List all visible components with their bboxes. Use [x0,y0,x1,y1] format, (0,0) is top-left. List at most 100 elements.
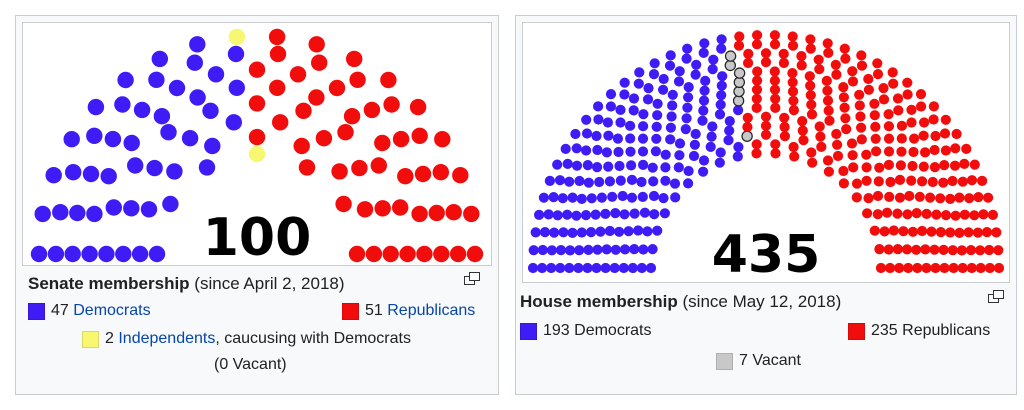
seat-republicans [855,111,866,122]
seat-democrats [697,115,708,126]
seat-republicans [863,73,874,85]
seat-republicans [987,209,998,220]
seat-republicans [885,262,896,274]
enlarge-icon[interactable] [988,290,1004,303]
seat-democrats [716,90,727,101]
seat-democrats [683,92,694,103]
seat-democrats [186,54,203,71]
seat-republicans [770,148,781,159]
seat-republicans [883,244,894,255]
seat-democrats [189,36,206,53]
seat-republicans [847,66,858,77]
seat-democrats [638,121,649,132]
seat-republicans [751,139,762,150]
seat-republicans [993,245,1004,256]
seat-democrats [592,244,603,255]
seat-republicans [893,105,904,116]
seat-republicans [308,89,325,106]
seat-republicans [770,102,781,113]
seat-democrats [530,227,541,238]
seat-democrats [714,157,725,168]
seat-democrats [546,245,557,256]
seat-republicans [959,158,970,169]
seat-democrats [673,76,685,87]
seat-democrats [673,162,684,173]
seat-democrats [554,175,566,186]
enlarge-icon[interactable] [464,272,480,285]
seat-democrats [615,117,626,128]
seat-republicans [956,245,967,256]
seat-democrats [648,190,660,202]
seat-republicans [907,226,918,237]
seat-democrats [732,151,743,162]
seat-republicans [742,121,753,133]
seat-republicans [921,262,932,274]
republican-swatch [848,322,865,340]
seat-republicans [806,147,817,158]
seat-republicans [872,58,883,69]
seat-republicans [797,116,808,127]
seat-republicans [752,75,763,86]
seat-democrats [546,262,557,274]
seat-republicans [428,204,445,222]
seat-democrats [651,121,662,132]
seat-republicans [769,84,781,95]
seat-republicans [760,129,772,140]
senate-caption: Senate membership (since April 2, 2018) [28,274,345,294]
seat-republicans [907,160,918,172]
seat-democrats [549,227,560,238]
independents-link[interactable]: Independents [118,330,216,347]
seat-republicans [392,130,410,148]
seat-republicans [787,31,798,42]
seat-republicans [838,165,849,177]
seat-democrats [82,165,100,183]
seat-republicans [416,245,433,263]
seat-democrats [619,77,630,88]
seat-democrats [609,262,620,274]
seat-democrats [601,244,612,255]
seat-republicans [930,262,941,274]
seat-democrats [123,200,140,217]
seat-republicans [959,209,970,220]
seat-republicans [872,69,884,80]
seat-republicans [770,93,781,104]
seat-democrats [528,245,539,256]
seat-republicans [331,163,348,180]
seat-democrats [65,164,82,181]
seat-democrats [716,43,727,54]
seat-democrats [649,209,660,220]
democrats-link[interactable]: Democrats [73,302,151,319]
seat-democrats [634,67,645,78]
seat-republicans [806,109,818,120]
seat-republicans [840,113,851,124]
seat-democrats [648,69,660,80]
seat-democrats [603,161,614,172]
legend-dem-count: 47 [51,302,69,319]
seat-republicans [769,39,781,50]
seat-republicans [918,130,929,141]
seat-republicans [449,245,467,263]
seat-democrats [574,245,585,256]
republicans-link[interactable]: Republicans [387,302,476,319]
seat-democrats [617,190,628,202]
seat-republicans [856,50,867,61]
seat-democrats [614,160,625,172]
seat-democrats [652,110,663,121]
seat-democrats [642,226,653,237]
seat-republicans [917,176,928,187]
seat-vacant [724,59,736,72]
seat-democrats [674,150,685,161]
seat-republicans [788,105,799,116]
seat-democrats [647,162,658,173]
seat-republicans [328,79,346,97]
seat-republicans [906,175,917,186]
seat-republicans [742,112,753,123]
seat-republicans [939,262,950,274]
seat-democrats [683,178,694,189]
seat-democrats [148,245,166,263]
seat-republicans [848,162,859,173]
seat-republicans [769,75,780,86]
seat-republicans [872,209,883,220]
seat-republicans [878,83,889,94]
seat-republicans [918,161,929,172]
